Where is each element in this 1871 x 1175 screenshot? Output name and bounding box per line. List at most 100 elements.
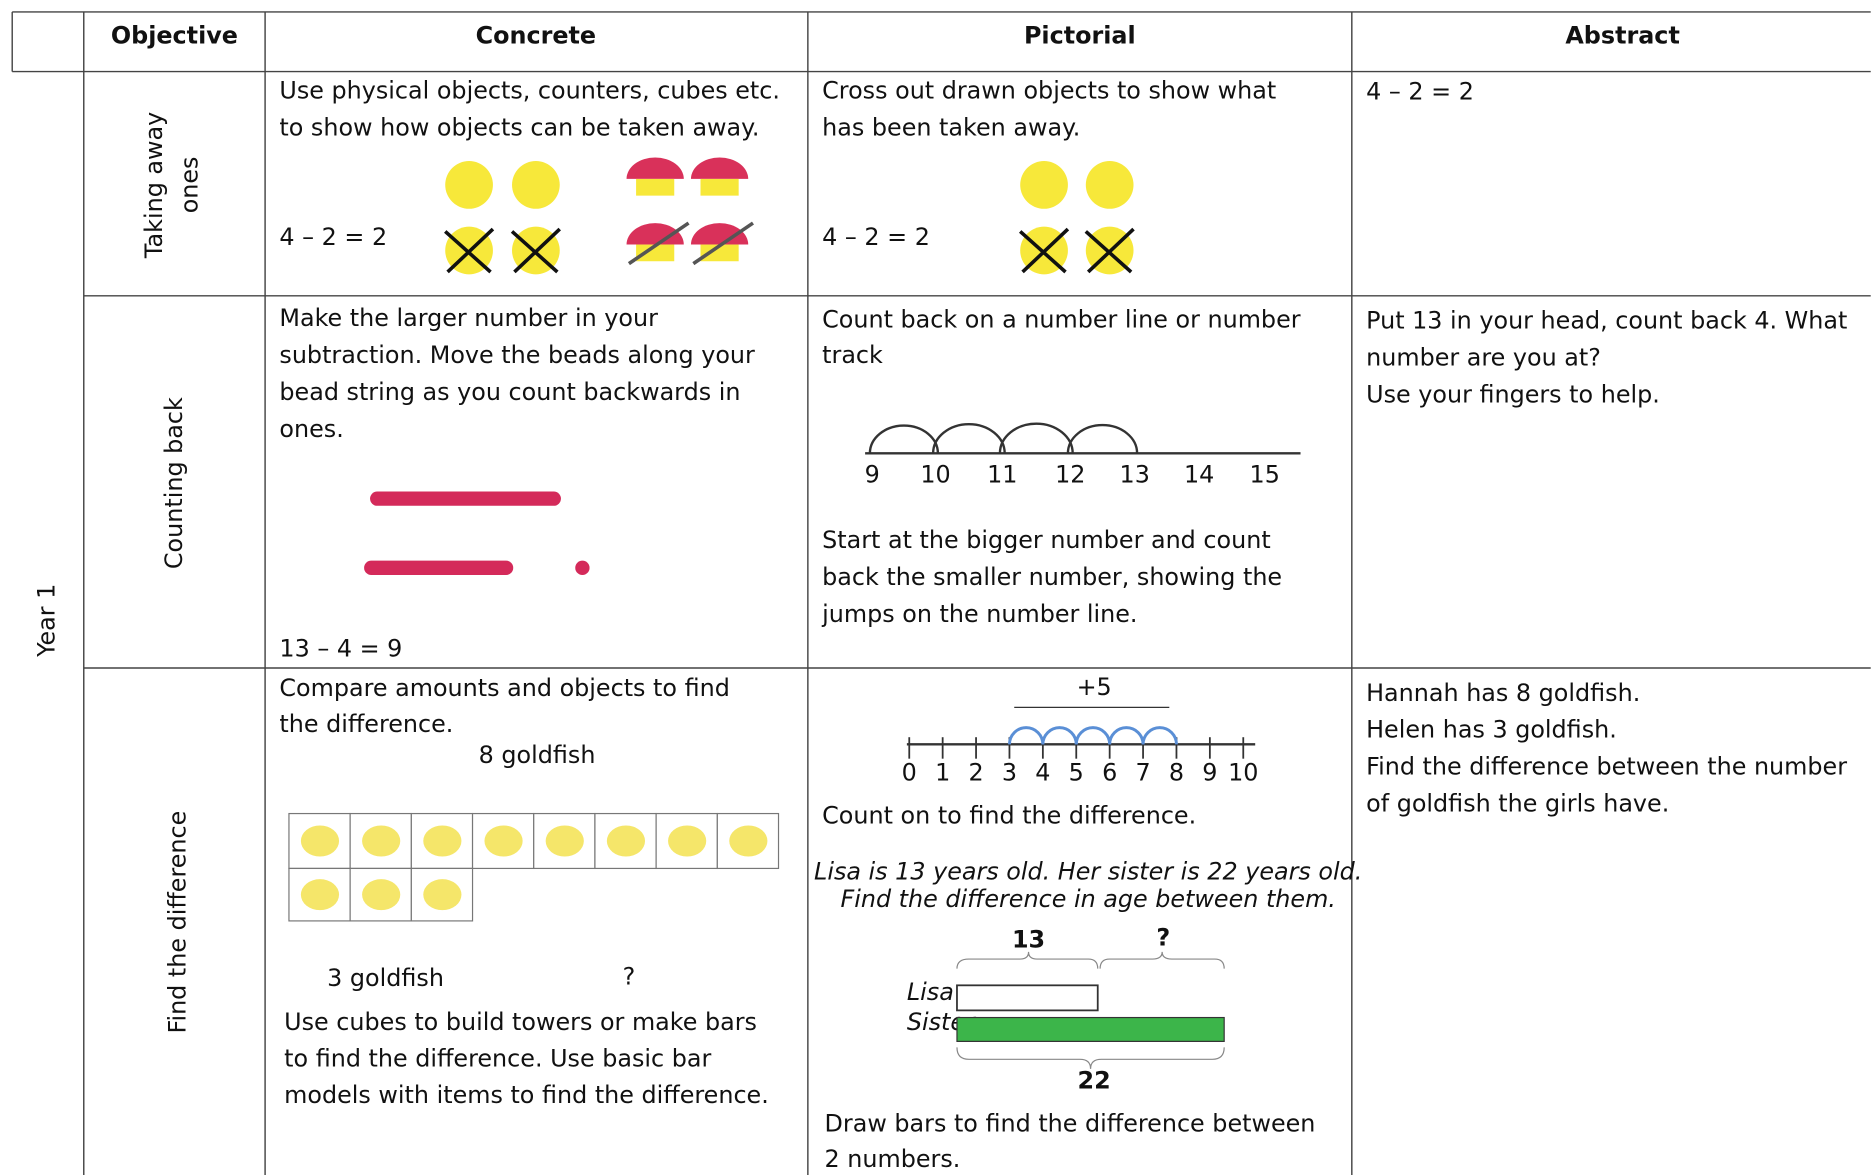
number-line-label: 10: [920, 460, 950, 488]
number-line-label: 4: [1035, 759, 1050, 787]
problem-text: Find the difference in age between them.: [840, 885, 1335, 913]
objective-label: ones: [176, 157, 204, 214]
brace: [1099, 951, 1225, 969]
objective-label: Taking away: [140, 112, 168, 259]
bar-total-label: 22: [1078, 1066, 1111, 1094]
number-line-label: 1: [935, 759, 950, 787]
jump-label: +5: [1077, 673, 1112, 701]
column-header: Pictorial: [1024, 21, 1136, 49]
column-header: Concrete: [476, 21, 597, 49]
small-label: 8 goldfish: [479, 741, 596, 769]
bar-top-label: ?: [1156, 923, 1170, 951]
pictorial-text: Cross out drawn objects to show what: [822, 76, 1276, 104]
cake-base: [700, 178, 739, 196]
equation: 13 – 4 = 9: [279, 635, 402, 663]
concrete-text: Compare amounts and objects to find: [279, 674, 729, 702]
abstract-text: Find the difference between the number: [1366, 753, 1847, 781]
brace: [956, 951, 1099, 969]
number-line-label: 14: [1184, 460, 1214, 488]
cake: [690, 157, 749, 179]
number-line-label: 15: [1250, 460, 1280, 488]
pictorial-text: Draw bars to find the difference between: [825, 1109, 1316, 1137]
bar: [956, 1016, 1225, 1042]
cross: [1084, 227, 1135, 274]
concrete-text: to find the difference. Use basic bar: [284, 1044, 711, 1072]
abstract-text: Helen has 3 goldfish.: [1366, 716, 1617, 744]
counter: [445, 161, 493, 209]
slash: [627, 221, 690, 266]
number-line-label: 2: [968, 759, 983, 787]
abstract-text: 4 – 2 = 2: [1366, 78, 1474, 106]
cake: [626, 223, 684, 245]
number-line-label: 9: [865, 460, 880, 488]
number-line-label: 6: [1102, 759, 1117, 787]
pictorial-text: Start at the bigger number and count: [822, 526, 1271, 554]
goldfish: [668, 825, 707, 857]
pictorial-text: track: [822, 341, 883, 369]
number-line-label: 12: [1055, 460, 1085, 488]
jump-arc: [1007, 726, 1045, 745]
slash: [692, 221, 754, 266]
abstract-text: number are you at?: [1366, 344, 1601, 372]
number-line-label: 8: [1169, 759, 1184, 787]
concrete-text: Use physical objects, counters, cubes et…: [279, 76, 780, 104]
goldfish: [545, 825, 584, 857]
goldfish: [362, 879, 401, 911]
goldfish: [300, 879, 340, 911]
number-line-label: 3: [1002, 759, 1017, 787]
goldfish: [423, 879, 462, 911]
bead: [575, 560, 590, 575]
concrete-text: Use cubes to build towers or make bars: [284, 1008, 757, 1036]
cross: [444, 227, 495, 274]
concrete-text: to show how objects can be taken away.: [279, 113, 759, 141]
concrete-text: bead string as you count backwards in: [279, 378, 740, 406]
number-line-label: 0: [902, 759, 917, 787]
concrete-text: subtraction. Move the beads along your: [279, 341, 755, 369]
number-line-label: 13: [1120, 460, 1150, 488]
abstract-text: Put 13 in your head, count back 4. What: [1366, 307, 1847, 335]
bar-top-label: 13: [1012, 926, 1045, 954]
concrete-text: models with items to find the difference…: [284, 1081, 769, 1109]
problem-text: Lisa is 13 years old. Her sister is 22 y…: [814, 858, 1362, 886]
cake-base: [700, 244, 739, 262]
pictorial-text: back the smaller number, showing the: [822, 563, 1282, 591]
counter: [512, 161, 560, 209]
equation: 4 – 2 = 2: [822, 223, 930, 251]
counter: [1020, 161, 1068, 209]
number-line-label: 5: [1069, 759, 1084, 787]
concrete-text: ones.: [279, 415, 343, 443]
brace: [956, 1047, 1225, 1069]
concrete-text: Make the larger number in your: [279, 304, 658, 332]
counter: [1085, 161, 1134, 209]
bar: [956, 984, 1099, 1012]
year-label: Year 1: [32, 584, 60, 658]
bead-string: [370, 491, 561, 506]
jump-arc: [1066, 423, 1139, 454]
column-header: Abstract: [1565, 21, 1680, 49]
jump-arc: [1108, 726, 1145, 745]
abstract-text: Hannah has 8 goldfish.: [1366, 679, 1640, 707]
objective-label: Counting back: [160, 397, 188, 569]
objective-label: Find the difference: [164, 811, 192, 1034]
abstract-text: of goldfish the girls have.: [1366, 790, 1669, 818]
goldfish: [362, 825, 401, 857]
equation: 4 – 2 = 2: [279, 223, 387, 251]
pictorial-text: Count on to find the difference.: [822, 802, 1196, 830]
number-line-label: 7: [1135, 759, 1150, 787]
concrete-text: the difference.: [279, 710, 453, 738]
goldfish: [729, 825, 768, 857]
goldfish: [423, 825, 462, 857]
jump-arc: [998, 422, 1074, 454]
abstract-text: Use your fingers to help.: [1366, 381, 1660, 409]
number-line-label: 10: [1228, 759, 1258, 787]
cake-base: [636, 244, 675, 262]
table-grid: [11, 11, 1871, 1175]
cross: [1019, 227, 1070, 274]
pictorial-text: has been taken away.: [822, 113, 1080, 141]
number-line-label: 9: [1202, 759, 1217, 787]
jump-arc: [1074, 726, 1112, 745]
goldfish: [606, 825, 646, 857]
jump-arc: [1041, 726, 1078, 745]
